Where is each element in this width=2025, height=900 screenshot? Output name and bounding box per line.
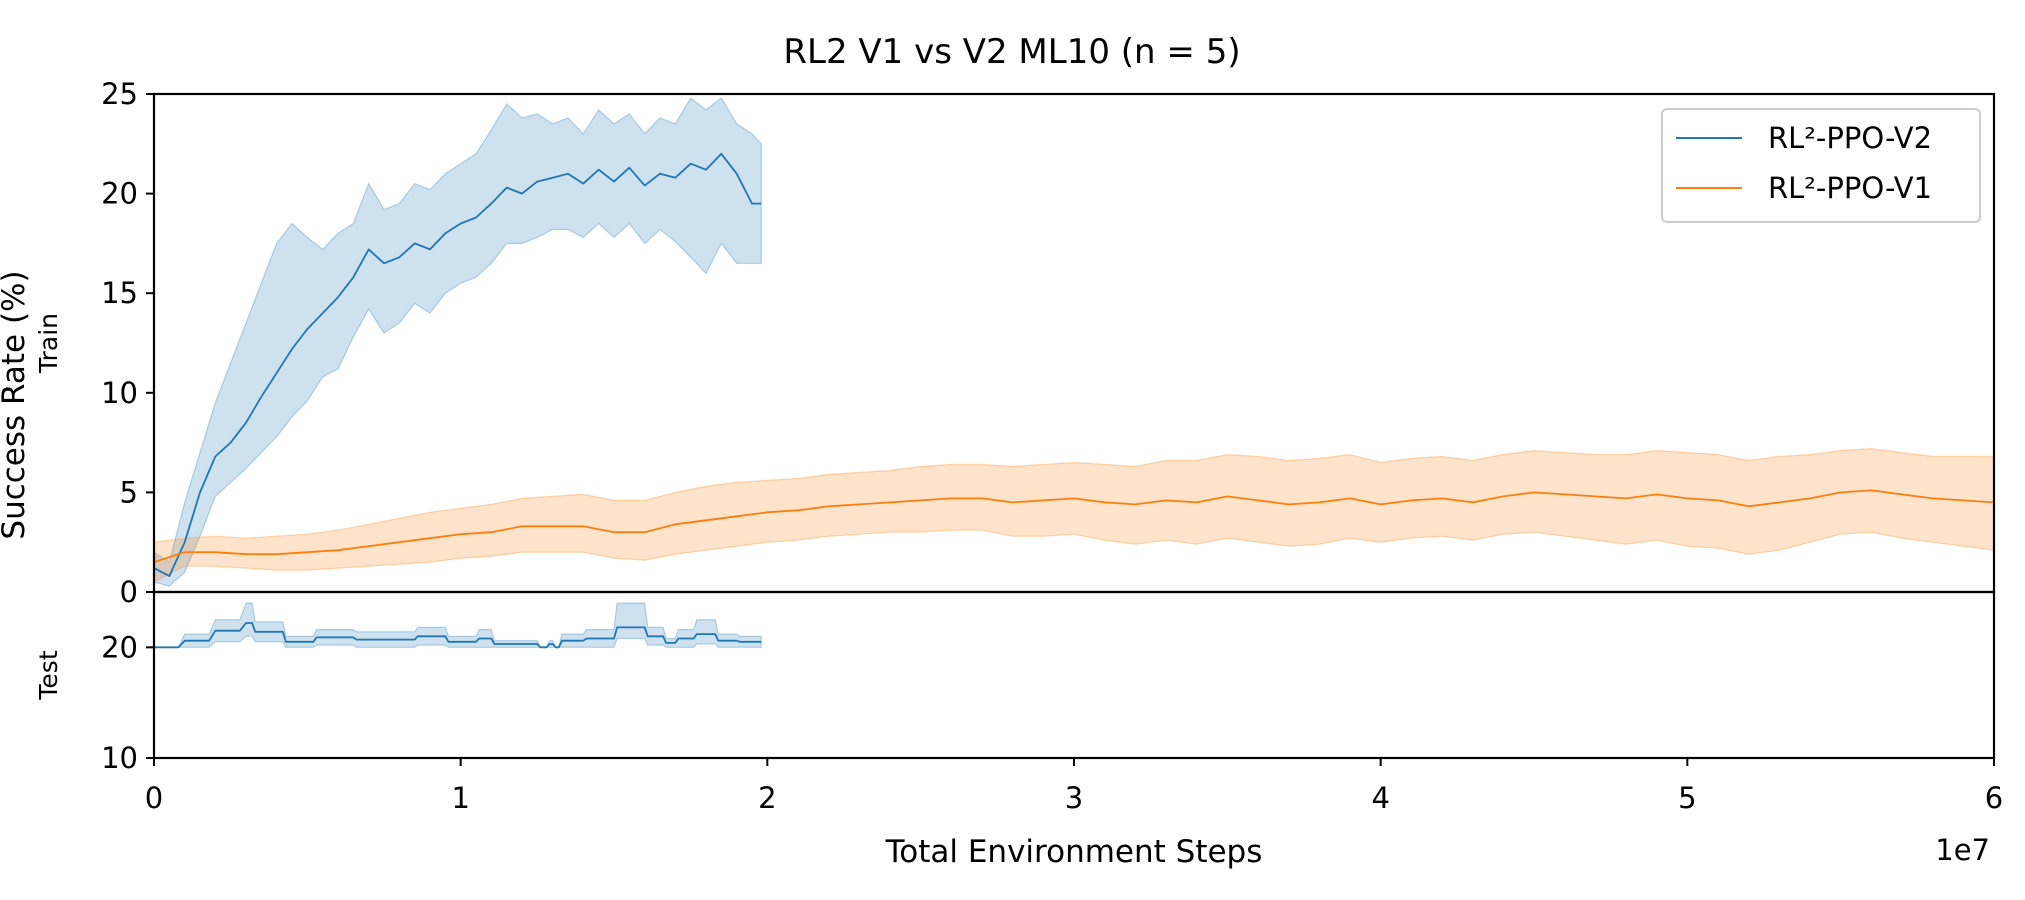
x-ticks: 0 1 2 3 4 5 6 <box>145 758 2003 815</box>
train-panel: 0 5 10 15 20 25 Train <box>34 77 1996 609</box>
train-y-tick-label: 20 <box>101 177 138 211</box>
x-scale-multiplier: 1e7 <box>1935 833 1990 867</box>
train-line-rl-ppo-v2 <box>153 152 762 577</box>
test-panel-frame <box>152 590 1996 760</box>
x-tick-label: 5 <box>1678 781 1696 815</box>
train-y-tick-label: 0 <box>120 575 138 609</box>
train-y-tick-label: 5 <box>120 475 138 509</box>
train-y-ticks: 0 5 10 15 20 25 <box>101 77 154 609</box>
x-tick-label: 1 <box>451 781 469 815</box>
x-tick-label: 2 <box>758 781 776 815</box>
chart-title: RL2 V1 vs V2 ML10 (n = 5) <box>783 32 1240 72</box>
test-y-ticks: 10 20 <box>101 630 154 775</box>
legend: RL²-PPO-V2 RL²-PPO-V1 <box>1661 108 1981 223</box>
test-y-tick-label: 20 <box>101 630 138 664</box>
train-band-rl-ppo-v2 <box>153 97 762 587</box>
train-line-rl-ppo-v1 <box>153 489 1995 563</box>
legend-label-rl-ppo-v1: RL²-PPO-V1 <box>1768 171 1932 205</box>
train-y-tick-label: 25 <box>101 77 138 111</box>
x-axis-label: Total Environment Steps <box>885 834 1263 870</box>
train-y-tick-label: 15 <box>101 276 138 310</box>
y-axis-label: Success Rate (%) <box>0 270 32 539</box>
test-line-rl-ppo-v2 <box>154 622 762 649</box>
train-panel-label: Train <box>34 313 63 374</box>
x-tick-label: 6 <box>1985 781 2003 815</box>
x-tick-label: 0 <box>145 781 163 815</box>
test-y-tick-label: 10 <box>101 741 138 775</box>
legend-label-rl-ppo-v2: RL²-PPO-V2 <box>1768 121 1932 155</box>
train-mean-lines <box>153 152 1995 577</box>
test-panel-label: Test <box>34 650 63 700</box>
x-tick-label: 4 <box>1371 781 1389 815</box>
x-tick-label: 3 <box>1065 781 1083 815</box>
train-confidence-bands <box>153 97 1995 587</box>
test-mean-lines <box>154 622 762 649</box>
train-band-rl-ppo-v1 <box>153 447 1995 583</box>
train-y-tick-label: 10 <box>101 376 138 410</box>
test-panel: 10 20 Test <box>34 590 1996 775</box>
